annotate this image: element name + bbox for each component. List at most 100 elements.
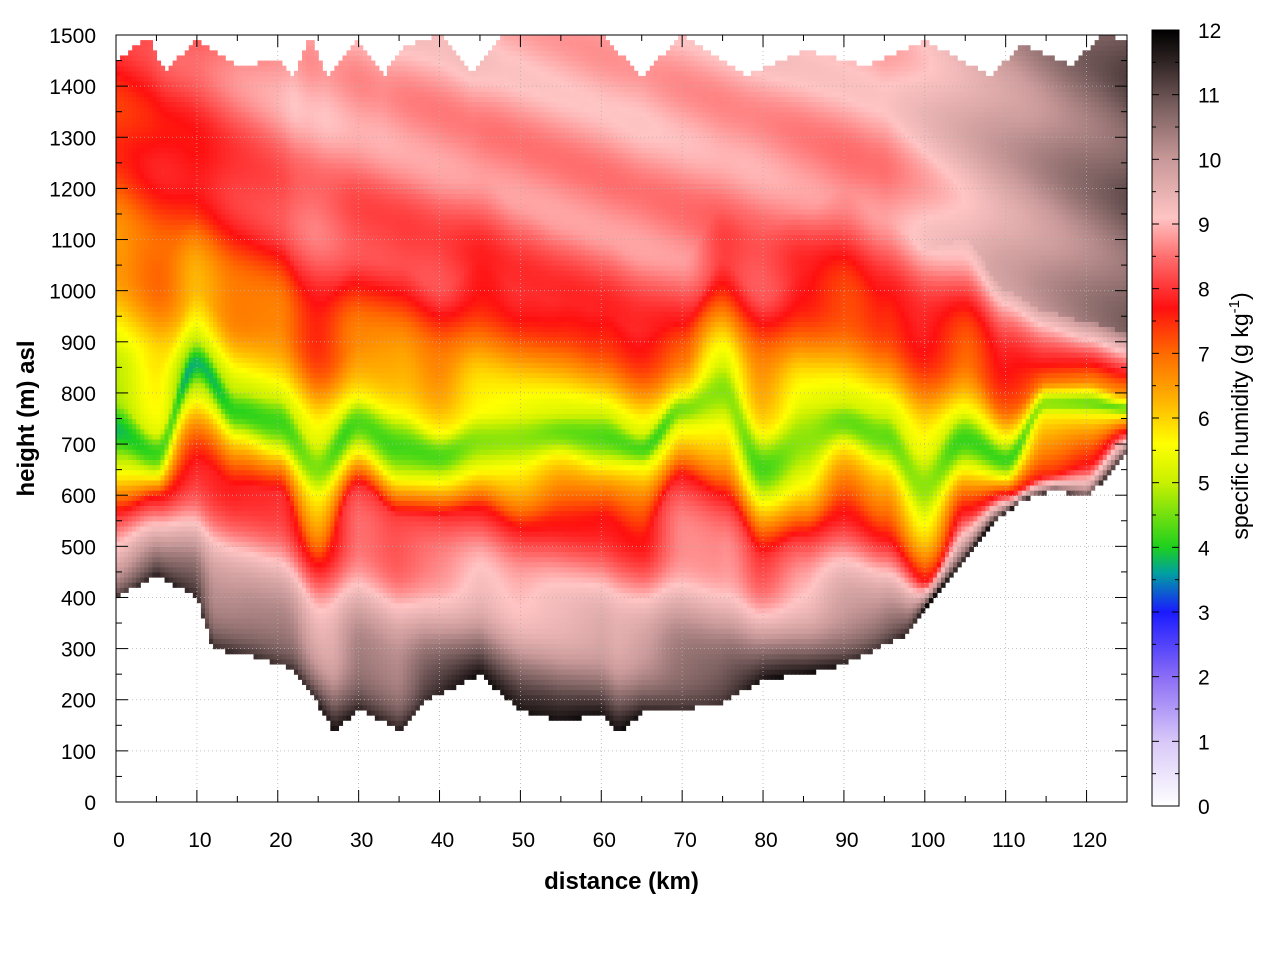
heatmap-cell (269, 530, 275, 537)
heatmap-cell (233, 387, 238, 394)
heatmap-cell (144, 91, 149, 97)
heatmap-cell (265, 602, 271, 609)
heatmap-cell (116, 577, 121, 583)
heatmap-cell (225, 362, 230, 368)
heatmap-cell (192, 75, 198, 82)
heatmap-cell (204, 403, 210, 409)
heatmap-cell (273, 438, 279, 445)
heatmap-cell (116, 157, 121, 164)
heatmap-cell (196, 423, 202, 430)
heatmap-cell (289, 474, 295, 481)
heatmap-cell (293, 341, 299, 348)
heatmap-cell (241, 469, 246, 476)
heatmap-cell (285, 510, 291, 517)
heatmap-cell (164, 403, 170, 409)
heatmap-cell (168, 469, 174, 476)
heatmap-cell (152, 362, 158, 368)
heatmap-cell (293, 413, 299, 420)
heatmap-cell (184, 127, 190, 133)
heatmap-cell (209, 193, 214, 200)
heatmap-cell (140, 316, 145, 322)
heatmap-cell (281, 219, 287, 225)
heatmap-cell (261, 423, 267, 430)
heatmap-cell (124, 147, 129, 154)
heatmap-cell (156, 398, 162, 404)
heatmap-cell (281, 418, 287, 425)
heatmap-cell (192, 111, 198, 118)
heatmap-cell (120, 372, 125, 379)
heatmap-cell (156, 561, 162, 568)
heatmap-cell (128, 321, 133, 328)
heatmap-cell (225, 403, 230, 409)
heatmap-cell (116, 137, 121, 143)
heatmap-cell (277, 561, 283, 568)
heatmap-cell (164, 566, 170, 573)
heatmap-cell (249, 208, 255, 215)
heatmap-cell (285, 91, 291, 97)
heatmap-cell (249, 321, 255, 328)
heatmap-cell (152, 285, 158, 292)
heatmap-cell (200, 423, 206, 430)
heatmap-cell (237, 208, 242, 215)
heatmap-cell (144, 367, 149, 374)
heatmap-cell (213, 556, 218, 563)
heatmap-cell (168, 372, 174, 379)
heatmap-cell (285, 530, 291, 537)
heatmap-cell (152, 188, 158, 195)
heatmap-cell (253, 510, 259, 517)
heatmap-cell (200, 311, 206, 317)
heatmap-cell (237, 382, 242, 389)
heatmap-cell (164, 193, 170, 200)
heatmap-cell (120, 111, 125, 118)
heatmap-cell (237, 249, 242, 256)
heatmap-cell (148, 372, 153, 379)
heatmap-cell (261, 484, 267, 491)
heatmap-cell (188, 346, 194, 353)
heatmap-cell (116, 173, 121, 179)
heatmap-cell (237, 392, 242, 399)
heatmap-cell (152, 464, 158, 471)
heatmap-cell (245, 162, 251, 169)
heatmap-cell (289, 137, 295, 143)
heatmap-cell (213, 341, 218, 348)
heatmap-cell (184, 331, 190, 338)
heatmap-cell (273, 454, 279, 460)
heatmap-cell (180, 75, 186, 82)
heatmap-cell (273, 111, 279, 118)
heatmap-cell (180, 428, 186, 435)
heatmap-cell (184, 428, 190, 435)
heatmap-cell (196, 413, 202, 420)
heatmap-cell (245, 275, 251, 282)
heatmap-cell (277, 387, 283, 394)
heatmap-cell (293, 469, 299, 476)
heatmap-cell (188, 500, 194, 507)
heatmap-cell (229, 285, 234, 292)
heatmap-cell (168, 316, 174, 322)
heatmap-cell (124, 387, 129, 394)
heatmap-cell (289, 571, 295, 578)
heatmap-cell (136, 571, 141, 578)
heatmap-cell (148, 157, 153, 164)
heatmap-cell (172, 428, 178, 435)
heatmap-cell (229, 239, 234, 246)
heatmap-cell (128, 418, 133, 425)
heatmap-cell (172, 357, 178, 363)
heatmap-cell (204, 484, 210, 491)
heatmap-cell (221, 362, 226, 368)
heatmap-cell (289, 213, 295, 220)
heatmap-cell (124, 408, 129, 414)
heatmap-cell (241, 167, 246, 174)
heatmap-cell (289, 530, 295, 537)
heatmap-cell (156, 326, 162, 333)
heatmap-cell (237, 362, 242, 368)
heatmap-cell (176, 571, 182, 578)
heatmap-cell (192, 541, 198, 547)
heatmap-cell (200, 449, 206, 455)
heatmap-cell (229, 495, 234, 501)
heatmap-cell (225, 96, 230, 103)
heatmap-cell (289, 219, 295, 225)
heatmap-cell (237, 173, 242, 179)
heatmap-cell (160, 188, 166, 195)
heatmap-cell (237, 607, 242, 614)
heatmap-cell (168, 70, 174, 77)
